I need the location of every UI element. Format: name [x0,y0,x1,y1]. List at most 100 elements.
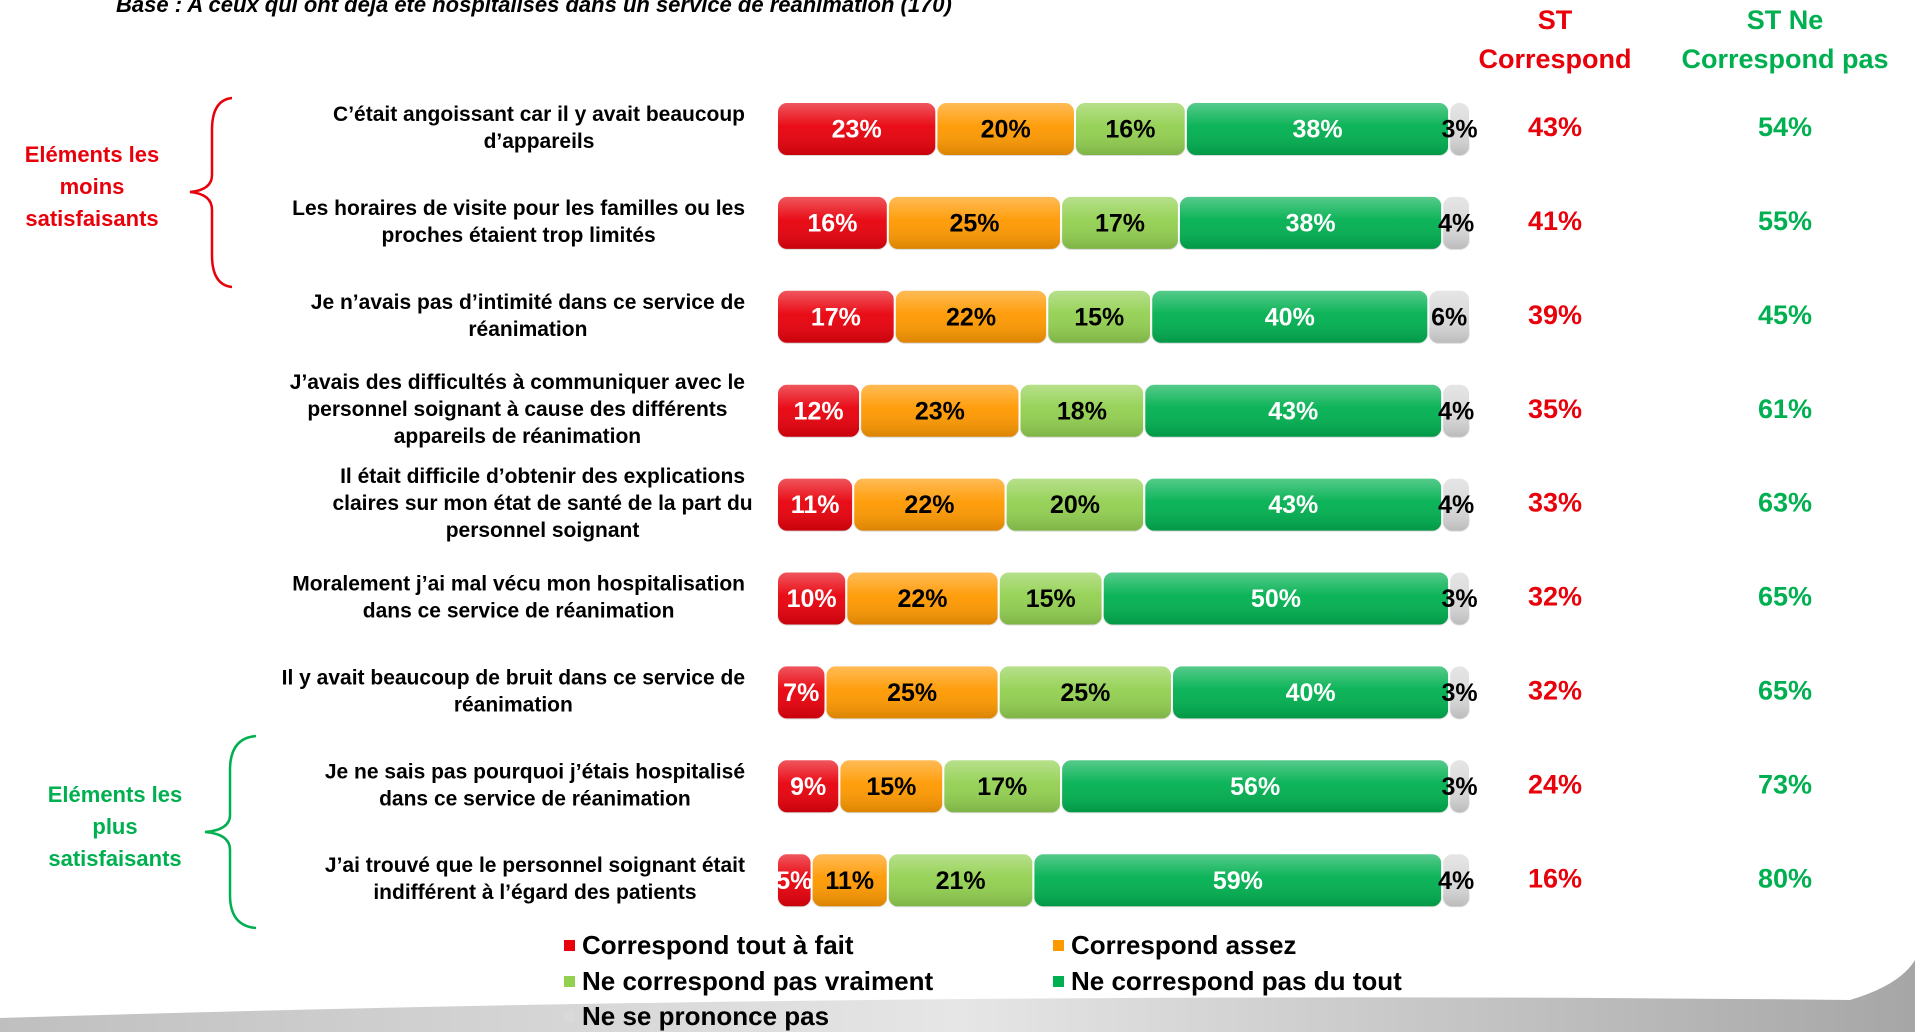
value-label: 38% [1293,116,1343,144]
category-label: Moralement j’ai mal vécu mon hospitalisa… [292,573,745,596]
category-label: Je n’avais pas d’intimité dans ce servic… [311,291,745,314]
legend-label: Correspond assez [1071,930,1296,960]
value-label: 4% [1438,210,1474,238]
value-label: 18% [1057,397,1107,425]
value-label: 4% [1438,397,1474,425]
value-label: 21% [936,867,986,895]
column-value: 41% [1528,206,1582,236]
column-value: 61% [1758,394,1812,424]
value-label: 25% [949,210,999,238]
category-label: claires sur mon état de santé de la part… [332,492,752,515]
column-value: 24% [1528,769,1582,799]
group-label: plus [92,814,137,839]
category-label: Les horaires de visite pour les familles… [292,197,745,220]
value-label: 59% [1213,867,1263,895]
category-label: Il y avait beaucoup de bruit dans ce ser… [282,666,745,689]
value-label: 16% [1105,116,1155,144]
value-label: 50% [1251,585,1301,613]
category-label: dans ce service de réanimation [363,600,675,623]
legend-swatch [1053,940,1064,951]
group-label: satisfaisants [48,846,181,871]
legend-swatch [1053,976,1064,987]
value-label: 15% [1026,585,1076,613]
value-label: 3% [1442,116,1478,144]
category-label: d’appareils [484,130,595,153]
value-label: 7% [783,679,819,707]
value-label: 3% [1442,585,1478,613]
column-value: 16% [1528,863,1582,893]
group-brace [189,96,233,289]
value-label: 16% [807,210,857,238]
value-label: 22% [904,491,954,519]
column-value: 63% [1758,488,1812,518]
value-label: 56% [1230,773,1280,801]
value-label: 25% [1060,679,1110,707]
value-label: 43% [1268,397,1318,425]
column-header: Correspond [1478,44,1631,74]
value-label: 3% [1442,679,1478,707]
value-label: 23% [832,116,882,144]
value-label: 5% [776,867,812,895]
value-label: 4% [1438,491,1474,519]
legend-swatch [564,940,575,951]
legend-swatch [564,1011,575,1022]
value-label: 22% [898,585,948,613]
column-value: 43% [1528,112,1582,142]
value-label: 17% [811,303,861,331]
group-label: satisfaisants [25,206,158,231]
category-label: personnel soignant à cause des différent… [307,398,727,421]
value-label: 9% [790,773,826,801]
legend-label: Ne correspond pas vraiment [582,966,933,996]
category-label: C’était angoissant car il y avait beauco… [333,103,745,126]
category-label: appareils de réanimation [394,425,641,448]
legend-label: Ne se prononce pas [582,1001,829,1031]
group-brace [204,734,257,930]
column-value: 55% [1758,206,1812,236]
value-label: 15% [1074,303,1124,331]
category-label: J’avais des difficultés à communiquer av… [290,371,745,394]
column-value: 65% [1758,676,1812,706]
column-value: 73% [1758,769,1812,799]
category-label: réanimation [468,318,587,341]
legend-label: Ne correspond pas du tout [1071,966,1402,996]
group-label: Eléments les [25,142,160,167]
column-header: ST [1538,5,1573,35]
value-label: 4% [1438,867,1474,895]
column-header: ST Ne [1747,5,1824,35]
category-label: réanimation [454,693,573,716]
value-label: 12% [794,397,844,425]
value-label: 11% [825,867,874,895]
value-label: 17% [1095,210,1145,238]
value-label: 6% [1431,303,1467,331]
column-value: 32% [1528,582,1582,612]
value-label: 15% [866,773,916,801]
column-value: 54% [1758,112,1812,142]
value-label: 38% [1286,210,1336,238]
column-value: 35% [1528,394,1582,424]
value-label: 22% [946,303,996,331]
legend-label: Correspond tout à fait [582,930,854,960]
group-label: Eléments les [48,782,183,807]
category-label: indifférent à l’égard des patients [373,881,696,904]
category-label: Je ne sais pas pourquoi j’étais hospital… [325,760,745,783]
value-label: 10% [787,585,837,613]
column-value: 32% [1528,676,1582,706]
column-header: Correspond pas [1681,44,1888,74]
value-label: 20% [1050,491,1100,519]
column-value: 39% [1528,300,1582,330]
category-label: dans ce service de réanimation [379,787,691,810]
category-label: J’ai trouvé que le personnel soignant ét… [325,854,745,877]
legend-swatch [564,976,575,987]
value-label: 3% [1442,773,1478,801]
value-label: 11% [791,491,840,519]
group-label: moins [60,174,125,199]
category-label: personnel soignant [446,519,640,542]
column-value: 80% [1758,863,1812,893]
column-value: 33% [1528,488,1582,518]
value-label: 17% [977,773,1027,801]
value-label: 20% [981,116,1031,144]
footer-swoosh [0,960,1915,1032]
subtitle: Base : A ceux qui ont déjà été hospitali… [116,0,952,17]
category-label: proches étaient trop limités [381,224,655,247]
